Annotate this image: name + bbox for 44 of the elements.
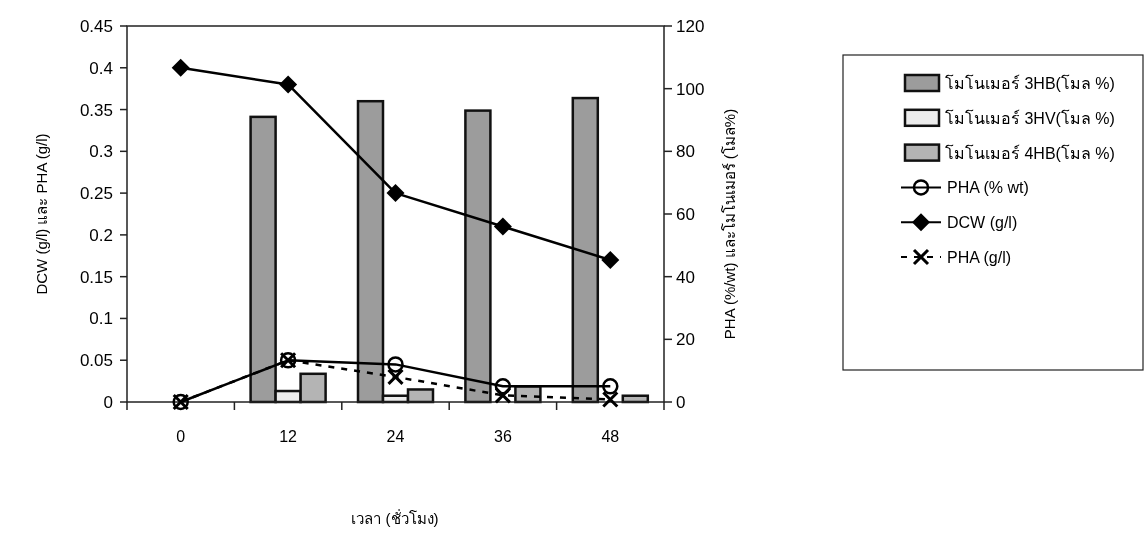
point (171, 58, 190, 77)
y-tick-label: 0.35 (79, 100, 113, 120)
legend-label: PHA (g/l) (947, 249, 1012, 266)
y-axis-title: DCW (g/l) และ PHA (g/l) (33, 133, 50, 295)
y-tick-label: 0.45 (79, 17, 113, 36)
y-tick-label: 0.05 (79, 351, 113, 371)
legend-label: โมโนเมอร์ 3HB(โมล %) (945, 74, 1115, 92)
y2-axis-title: PHA (%/wt) และโมโนเมอร์ (โมล%) (721, 108, 738, 340)
y2-tick-label: 80 (676, 142, 695, 162)
bar (571, 96, 600, 404)
y2-tick-label: 60 (676, 205, 695, 224)
y2-tick-label: 40 (676, 267, 695, 287)
y-tick-label: 0.15 (79, 267, 113, 287)
point (602, 378, 619, 395)
legend-label: โมโนเมอร์ 3HV(โมล %) (945, 108, 1115, 127)
point (387, 356, 404, 373)
x-axis-title: เวลา (ชั่วโมง) (351, 508, 439, 527)
legend-label: โมโนเมอร์ 4HB(โมล %) (945, 143, 1115, 162)
legend-label: DCW (g/l) (947, 214, 1018, 232)
x-tick-label: 0 (176, 428, 186, 445)
y-tick-label: 0.25 (79, 184, 113, 204)
point (386, 184, 405, 203)
x-tick-label: 12 (279, 428, 298, 445)
y-tick-label: 0.4 (89, 58, 113, 78)
x-tick-label: 24 (386, 428, 405, 445)
y2-tick-label: 20 (676, 330, 695, 350)
y-tick-label: 0.2 (89, 225, 113, 245)
point (601, 250, 620, 269)
y2-tick-label: 100 (676, 79, 705, 99)
point (493, 217, 512, 236)
bar (464, 109, 492, 404)
x-tick-label: 36 (494, 428, 512, 445)
y-tick-label: 0 (103, 393, 113, 412)
legend-label: PHA (% wt) (947, 179, 1029, 197)
y-tick-label: 0.1 (89, 309, 113, 329)
x-tick-label: 48 (601, 428, 620, 445)
point (601, 390, 619, 408)
y2-tick-label: 120 (676, 17, 705, 36)
point (279, 75, 298, 94)
point (387, 368, 404, 386)
point (494, 386, 512, 404)
y-tick-label: 0.3 (89, 142, 113, 162)
point (494, 378, 512, 395)
y2-tick-label: 0 (676, 393, 686, 412)
